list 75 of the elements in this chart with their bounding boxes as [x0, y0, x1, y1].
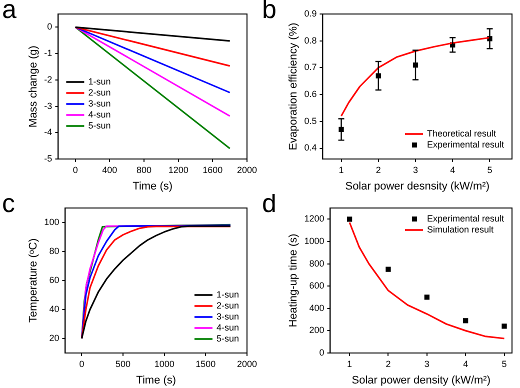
x-tick-label: 2000 [236, 358, 258, 369]
point [346, 216, 352, 222]
y-tick-label: 0.5 [304, 116, 317, 126]
x-tick-label: 1200 [168, 164, 188, 175]
y-tick-label: -2 [44, 74, 52, 84]
x-tick-label: 2 [376, 164, 381, 175]
legend-label: 2-sun [88, 87, 111, 98]
y-tick-label: 600 [309, 280, 324, 291]
point [502, 324, 507, 329]
y-tick-label: -5 [44, 153, 52, 164]
x-axis-title: Solar power density (kW/m²) [352, 374, 490, 386]
x-tick-label: 500 [116, 358, 131, 369]
y-tick-label: 80 [49, 246, 60, 256]
y-tick-label: 200 [309, 325, 324, 336]
point [386, 266, 391, 272]
x-tick-label: 3 [424, 358, 430, 369]
legend-label: 5-sun [88, 120, 111, 130]
x-tick-label: 1000 [154, 358, 174, 369]
legend-label: 4-sun [88, 109, 111, 120]
legend-label: Experimental result [426, 139, 504, 150]
x-axis-title: Solar power desnsity (kW/m²) [345, 180, 490, 192]
y-tick-label: 0.4 [304, 142, 317, 153]
x-tick-label: 1 [347, 358, 352, 369]
legend-label: 5-sun [216, 333, 239, 344]
x-tick-label: 1 [338, 164, 344, 175]
y-tick-label: -4 [44, 127, 52, 138]
y-axis-title: Temperature (ᵒC) [28, 238, 40, 323]
x-tick-label: 2000 [236, 164, 258, 175]
x-tick-label: 800 [136, 164, 152, 175]
chart-title: a [2, 0, 17, 24]
x-tick-label: 5 [502, 358, 507, 369]
point [424, 294, 430, 300]
legend-label: Theoretical result [426, 128, 496, 138]
legend-label: 4-sun [216, 322, 239, 332]
y-tick-label: 40 [49, 304, 60, 314]
y-tick-label: 1200 [304, 214, 324, 224]
x-tick-label: 5 [487, 164, 492, 175]
y-tick-label: 800 [309, 258, 324, 268]
legend-label: 2-sun [216, 300, 239, 310]
x-tick-label: 4 [450, 164, 456, 175]
y-tick-label: 0.7 [304, 62, 317, 72]
y-tick-label: 60 [49, 274, 60, 285]
y-tick-label: 0 [47, 22, 52, 32]
legend-label: 1-sun [88, 76, 111, 86]
y-tick-label: 400 [309, 302, 324, 313]
y-tick-label: -3 [44, 100, 52, 111]
y-tick-label: 1000 [304, 236, 324, 246]
x-tick-label: 1500 [196, 358, 216, 369]
point [463, 318, 468, 324]
legend-label: 3-sun [88, 98, 111, 108]
y-tick-label: 0.6 [304, 89, 317, 100]
y-tick-label: 0 [319, 347, 324, 358]
x-tick-label: 0 [72, 164, 78, 175]
y-tick-label: -1 [44, 48, 52, 58]
y-tick-label: 100 [44, 216, 60, 227]
x-tick-label: 2 [386, 358, 391, 369]
x-axis-title: Time (s) [132, 180, 173, 192]
point [376, 73, 381, 78]
legend-label: Simulation result [426, 224, 494, 234]
y-tick-label: 0.8 [304, 35, 317, 46]
chart-title: c [2, 188, 15, 218]
x-axis-title: Time (s) [136, 374, 176, 386]
x-tick-label: 1600 [202, 164, 223, 175]
x-tick-label: 3 [412, 164, 418, 175]
x-tick-label: 0 [79, 358, 84, 369]
legend-label: 3-sun [216, 311, 239, 322]
y-axis-title: Mass change (g) [28, 46, 40, 128]
y-axis-title: Heating-up time (s) [288, 234, 300, 328]
legend-label: 1-sun [216, 289, 239, 300]
x-tick-label: 400 [102, 164, 118, 175]
y-tick-label: 20 [49, 332, 60, 343]
legend-label: Experimental result [426, 213, 504, 224]
y-axis-title: Evaporation efficiency (%) [288, 22, 300, 150]
x-tick-label: 4 [463, 358, 468, 369]
y-tick-label: 0.9 [304, 8, 317, 18]
